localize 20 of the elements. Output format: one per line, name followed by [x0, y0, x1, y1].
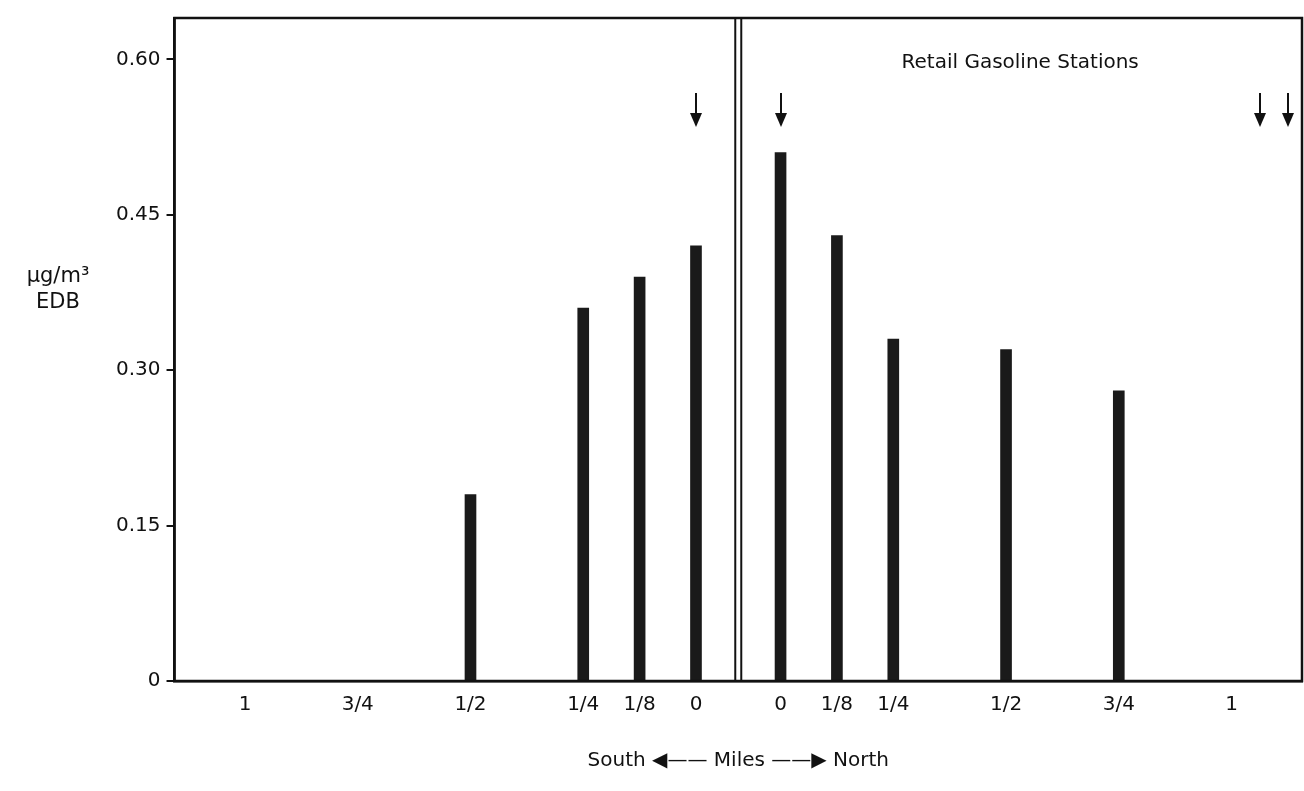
x-tick-label: 1 — [238, 691, 252, 716]
x-tick-label: 0 — [689, 691, 703, 716]
y-tick-label: 0.15 — [116, 511, 161, 536]
y-tick-label: 0.45 — [116, 201, 161, 226]
x-tick-label: 3/4 — [341, 691, 374, 716]
annotation: Retail Gasoline Stations — [901, 49, 1139, 74]
x-tick-label: 1 — [1225, 691, 1238, 716]
x-tick-label: 1/8 — [820, 691, 854, 716]
y-axis-title: μg/m³ EDB — [25, 262, 91, 314]
x-tick-label: 1/8 — [623, 691, 656, 716]
x-tick-label: 1/4 — [567, 691, 600, 716]
x-axis-title: South ◀—— Miles ——▶ North — [587, 747, 889, 772]
x-tick-label: 1/2 — [989, 691, 1023, 716]
y-tick-label: 0.60 — [116, 45, 161, 70]
y-tick-label: 0 — [147, 667, 161, 692]
x-tick-label: 1/2 — [454, 691, 487, 716]
x-tick-label: 1/4 — [877, 691, 910, 716]
y-tick-label: 0.30 — [116, 356, 161, 381]
x-tick-label: 3/4 — [1102, 691, 1135, 716]
x-tick-label: 0 — [774, 691, 787, 716]
